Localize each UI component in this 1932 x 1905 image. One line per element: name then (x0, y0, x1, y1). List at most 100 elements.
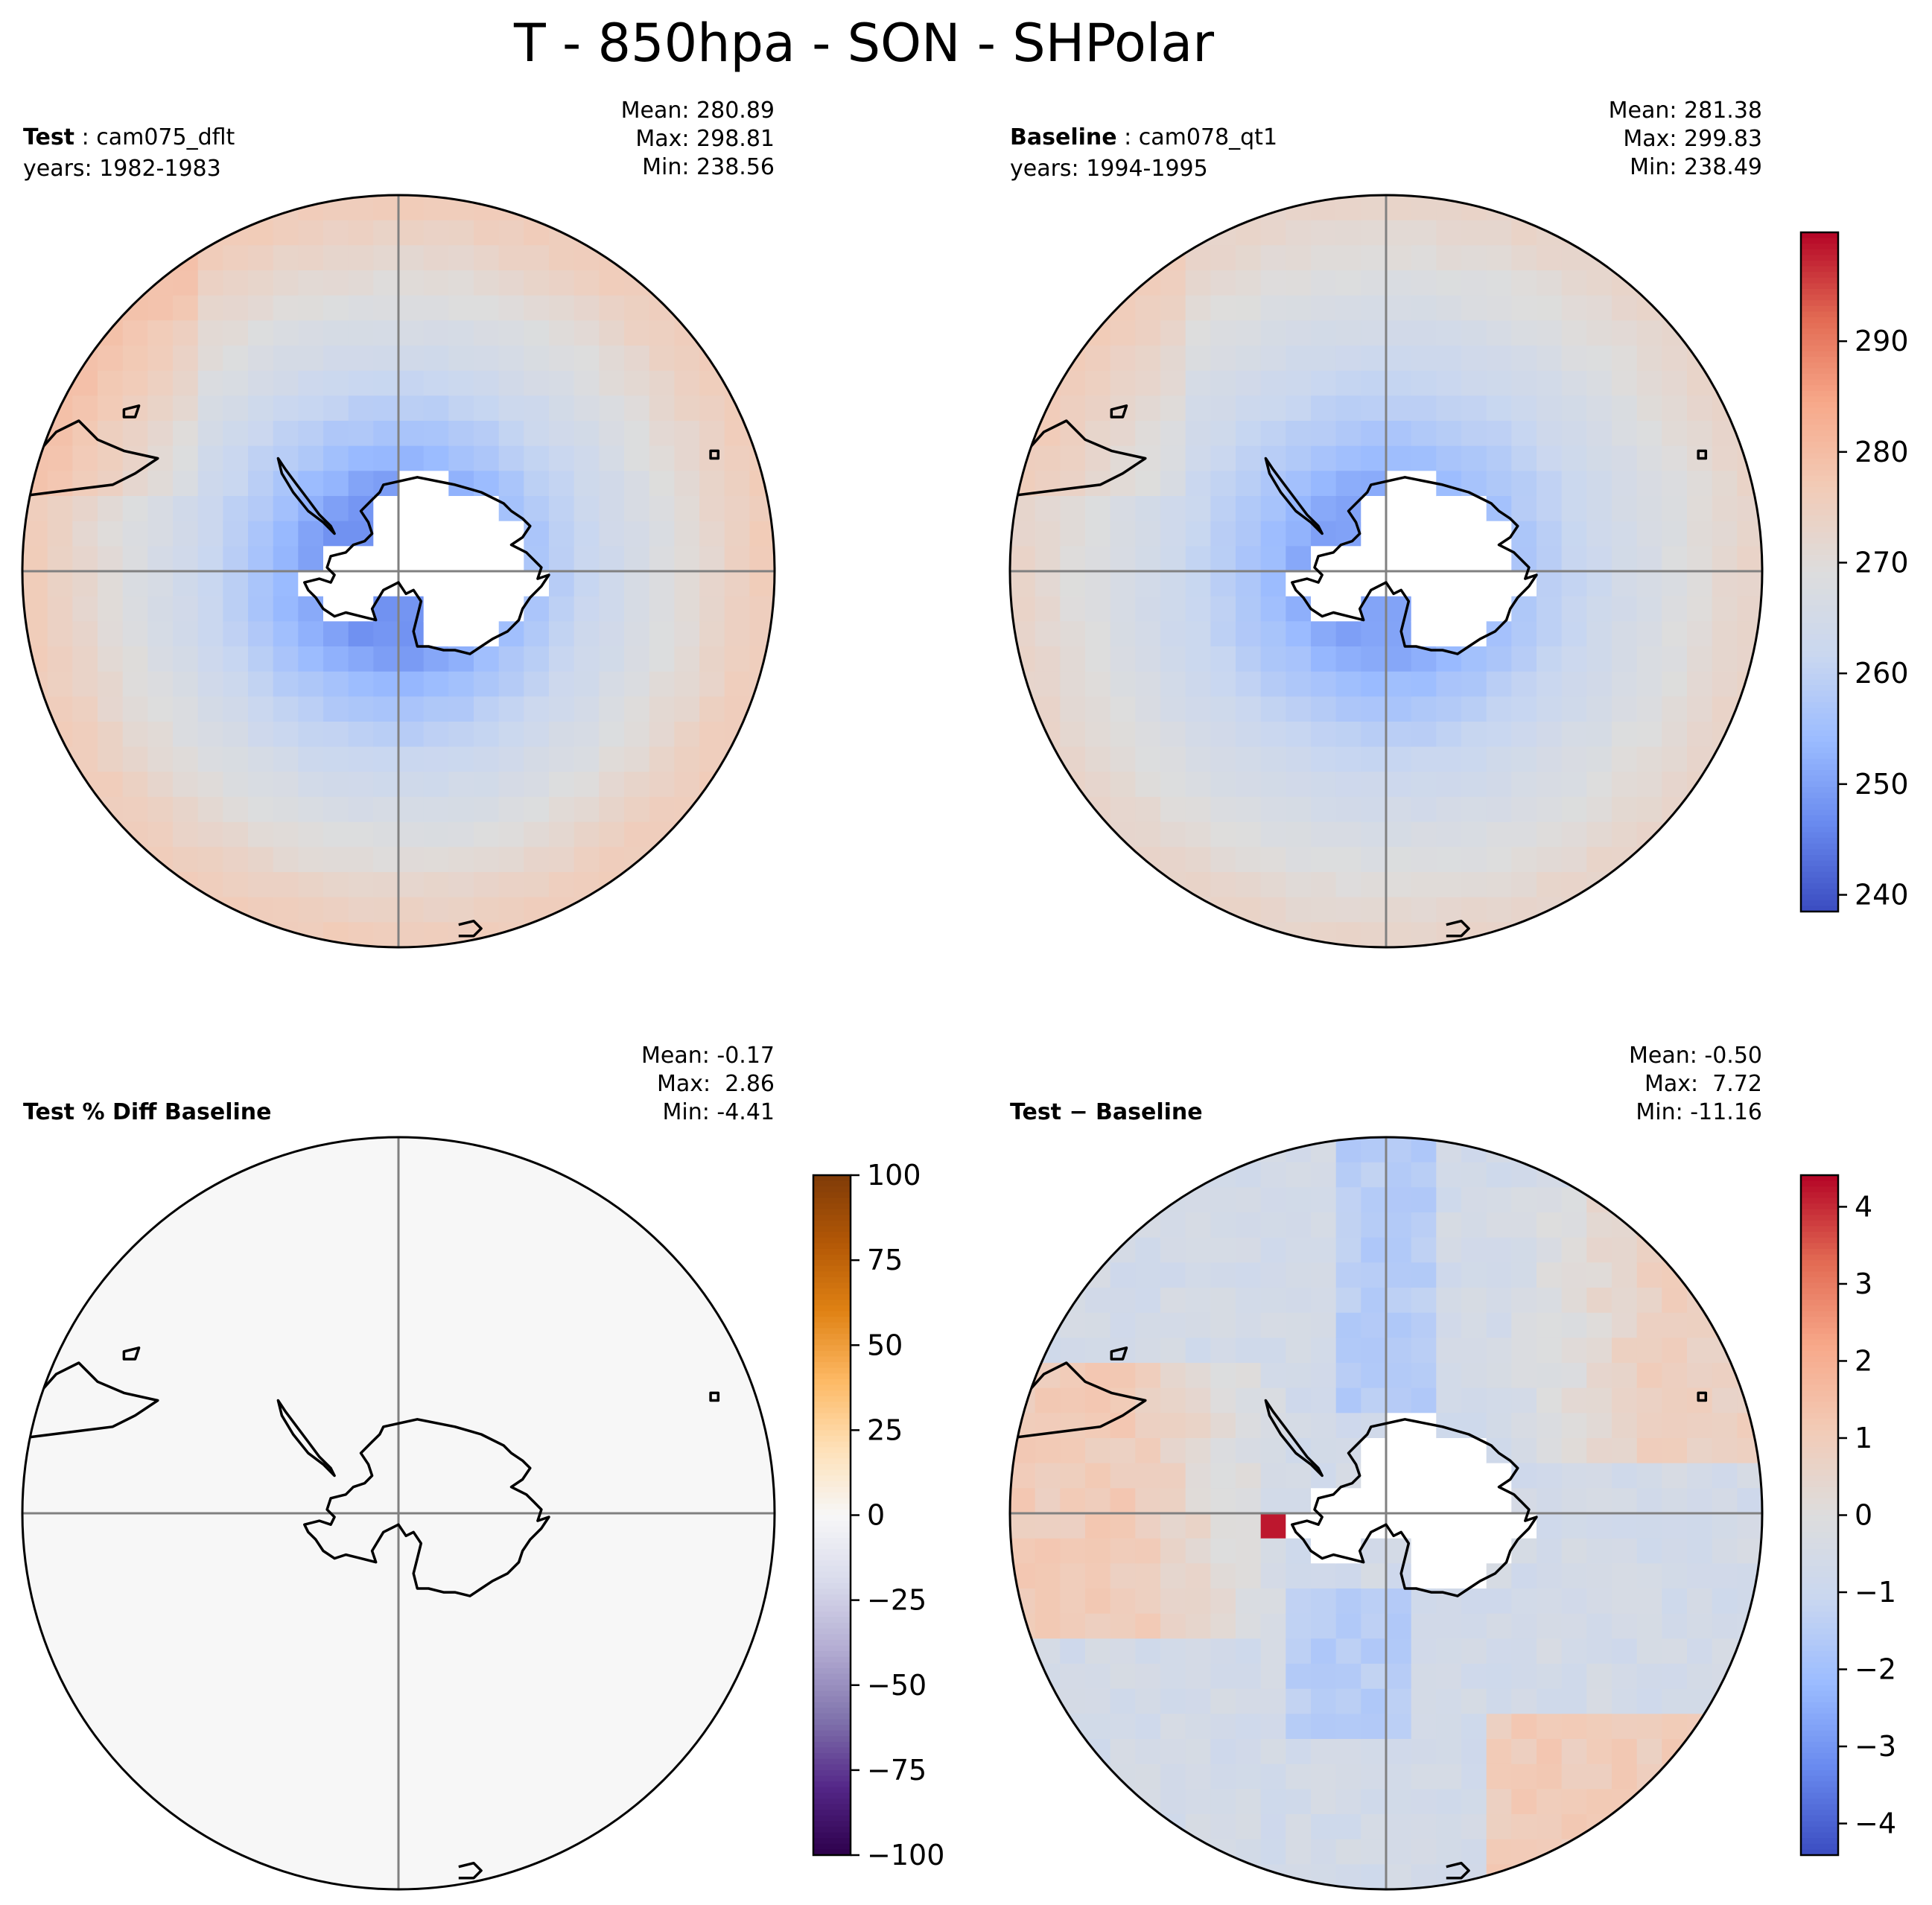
heatmap-cell (573, 1212, 600, 1238)
heatmap-cell (1236, 1363, 1262, 1389)
heatmap-cell (1260, 1688, 1287, 1715)
heatmap-cell (273, 270, 299, 296)
colorbar-segment (1801, 1452, 1838, 1460)
colorbar-segment (1801, 1769, 1838, 1777)
heatmap-cell (1537, 772, 1563, 798)
heatmap-cell (1286, 847, 1312, 873)
heatmap-cell (1060, 546, 1086, 572)
colorbar-segment (1801, 1515, 1838, 1521)
heatmap-cell (373, 421, 399, 447)
heatmap-cell (1160, 1413, 1186, 1439)
heatmap-cell (624, 496, 650, 522)
heatmap-cell (1486, 1764, 1513, 1790)
heatmap-cell (147, 370, 174, 397)
heatmap-cell (423, 496, 450, 522)
heatmap-cell (1335, 772, 1362, 798)
heatmap-cell (599, 1262, 625, 1288)
heatmap-cell (1311, 1288, 1337, 1314)
heatmap-cell (1361, 1312, 1387, 1339)
heatmap-cell (1486, 821, 1513, 848)
heatmap-cell (1537, 722, 1563, 748)
heatmap-cell (1386, 1463, 1412, 1489)
heatmap-cell (197, 445, 224, 472)
heatmap-cell (1461, 722, 1487, 748)
colorbar-segment (813, 1384, 851, 1391)
heatmap-cell (1135, 1288, 1161, 1314)
colorbar-segment (1801, 1180, 1838, 1187)
heatmap-cell (599, 521, 625, 547)
heatmap-cell (1662, 346, 1688, 372)
heatmap-cell (1537, 671, 1563, 698)
heatmap-cell (1311, 1237, 1337, 1264)
heatmap-cell (1511, 1588, 1537, 1615)
heatmap-cell (1687, 395, 1713, 422)
heatmap-cell (1461, 1588, 1487, 1615)
heatmap-cell (1210, 496, 1236, 522)
heatmap-cell (1160, 596, 1186, 623)
heatmap-cell (1260, 370, 1287, 397)
colorbar-segment (1801, 1430, 1838, 1437)
heatmap-cell (1537, 646, 1563, 672)
heatmap-cell (1411, 395, 1437, 422)
heatmap-cell (1185, 596, 1212, 623)
heatmap-cell (1662, 1363, 1688, 1389)
heatmap-cell (197, 1413, 224, 1439)
heatmap-cell (1210, 1613, 1236, 1640)
coastline-island (1697, 1391, 1708, 1402)
heatmap-cell (1085, 1488, 1111, 1514)
heatmap-cell (699, 1513, 725, 1539)
heatmap-cell (1311, 1764, 1337, 1790)
heatmap-cell (474, 1338, 500, 1364)
colorbar-segment (1801, 1232, 1838, 1238)
colorbar-segment (813, 1220, 851, 1227)
heatmap-cell (498, 1613, 525, 1640)
heatmap-cell (1662, 1488, 1688, 1514)
heatmap-cell (1335, 1312, 1362, 1339)
heatmap-cell (649, 772, 676, 798)
heatmap-cell (248, 772, 274, 798)
heatmap-cell (1486, 270, 1513, 296)
heatmap-cell (1636, 1438, 1663, 1464)
colorbar-segment (1801, 1192, 1838, 1199)
heatmap-cell (1035, 1463, 1061, 1489)
heatmap-cell (147, 1588, 174, 1615)
heatmap-cell (173, 1237, 199, 1264)
colorbar-segment (1801, 651, 1838, 658)
heatmap-cell (1210, 596, 1236, 623)
heatmap-cell (1361, 1563, 1387, 1589)
heatmap-cell (524, 1638, 550, 1664)
colorbar-segment (813, 1606, 851, 1612)
heatmap-cell (699, 546, 725, 572)
colorbar-segment (1801, 1560, 1838, 1567)
colorbar-segment (1801, 690, 1838, 697)
heatmap-cell (197, 1739, 224, 1765)
heatmap-cell (1537, 1613, 1563, 1640)
heatmap-cell (1612, 1588, 1638, 1615)
heatmap-cell (1411, 722, 1437, 748)
heatmap-cell (1386, 1814, 1412, 1840)
heatmap-cell (1436, 1839, 1462, 1866)
heatmap-cell (1260, 270, 1287, 296)
heatmap-cell (1236, 445, 1262, 472)
heatmap-cell (1461, 872, 1487, 898)
heatmap-cell (1335, 1438, 1362, 1464)
heatmap-cell (1260, 521, 1287, 547)
heatmap-cell (1411, 621, 1437, 647)
heatmap-cell (624, 696, 650, 722)
heatmap-cell (1511, 1312, 1537, 1339)
heatmap-cell (1687, 621, 1713, 647)
heatmap-cell (1361, 1613, 1387, 1640)
heatmap-cell (448, 370, 474, 397)
heatmap-cell (1060, 496, 1086, 522)
heatmap-cell (398, 496, 425, 522)
heatmap-cell (223, 1262, 249, 1288)
heatmap-cell (98, 1563, 124, 1589)
heatmap-cell (248, 1488, 274, 1514)
coastline-south-america (22, 1361, 159, 1440)
heatmap-cell (699, 596, 725, 623)
heatmap-cell (323, 1814, 349, 1840)
heatmap-cell (1486, 1588, 1513, 1615)
heatmap-cell (323, 1363, 349, 1389)
heatmap-cell (1110, 1312, 1137, 1339)
heatmap-cell (398, 1613, 425, 1640)
